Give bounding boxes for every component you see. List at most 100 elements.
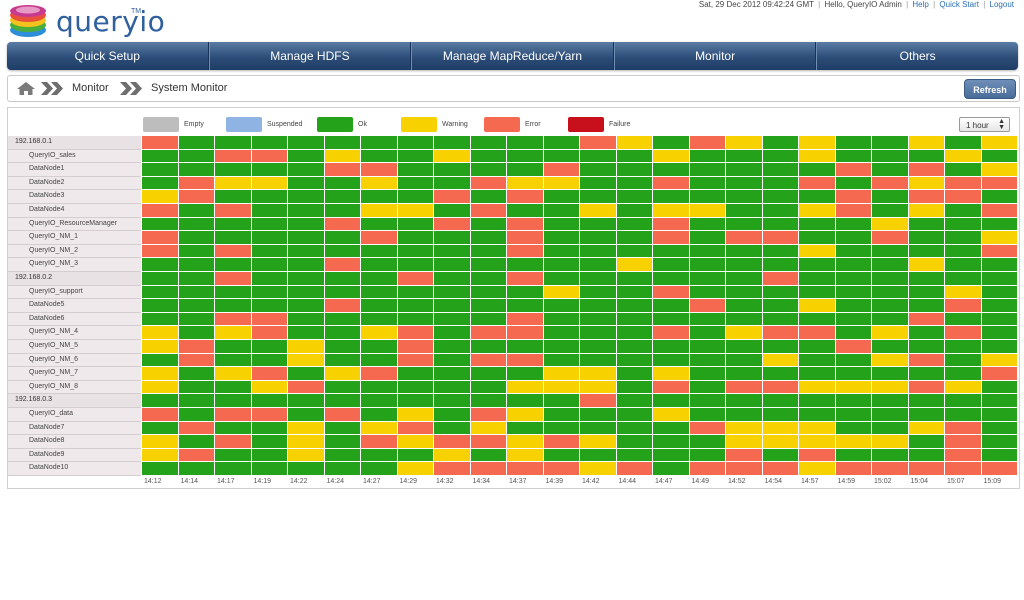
status-cell[interactable] xyxy=(689,448,725,462)
status-cell[interactable] xyxy=(288,244,324,258)
status-cell[interactable] xyxy=(361,299,397,312)
status-cell[interactable] xyxy=(215,435,251,448)
status-cell[interactable] xyxy=(726,340,762,353)
status-cell[interactable] xyxy=(434,258,470,271)
status-cell[interactable] xyxy=(908,394,944,407)
status-cell[interactable] xyxy=(580,204,616,217)
status-cell[interactable] xyxy=(215,299,251,312)
status-cell[interactable] xyxy=(580,149,616,163)
status-cell[interactable] xyxy=(689,258,725,271)
status-cell[interactable] xyxy=(288,217,324,231)
status-cell[interactable] xyxy=(215,176,251,190)
status-cell[interactable] xyxy=(324,190,360,203)
status-cell[interactable] xyxy=(507,340,543,353)
status-cell[interactable] xyxy=(543,435,579,448)
status-cell[interactable] xyxy=(762,163,798,176)
status-cell[interactable] xyxy=(872,272,908,285)
status-cell[interactable] xyxy=(178,394,214,407)
status-cell[interactable] xyxy=(178,353,214,367)
status-cell[interactable] xyxy=(872,340,908,353)
status-cell[interactable] xyxy=(507,163,543,176)
status-cell[interactable] xyxy=(324,408,360,421)
status-cell[interactable] xyxy=(543,204,579,217)
status-cell[interactable] xyxy=(689,421,725,435)
status-cell[interactable] xyxy=(945,408,981,421)
status-cell[interactable] xyxy=(580,394,616,407)
status-cell[interactable] xyxy=(434,462,470,475)
status-cell[interactable] xyxy=(470,394,506,407)
status-cell[interactable] xyxy=(434,326,470,339)
status-cell[interactable] xyxy=(251,353,287,367)
status-cell[interactable] xyxy=(945,367,981,380)
status-cell[interactable] xyxy=(251,448,287,462)
status-cell[interactable] xyxy=(178,462,214,475)
status-cell[interactable] xyxy=(434,163,470,176)
status-cell[interactable] xyxy=(361,136,397,149)
status-cell[interactable] xyxy=(981,217,1017,231)
status-cell[interactable] xyxy=(434,190,470,203)
status-cell[interactable] xyxy=(908,380,944,394)
status-cell[interactable] xyxy=(324,231,360,244)
status-cell[interactable] xyxy=(580,136,616,149)
home-icon[interactable] xyxy=(17,82,35,100)
status-cell[interactable] xyxy=(215,149,251,163)
status-cell[interactable] xyxy=(945,435,981,448)
status-cell[interactable] xyxy=(215,244,251,258)
status-cell[interactable] xyxy=(799,435,835,448)
status-cell[interactable] xyxy=(142,367,178,380)
status-cell[interactable] xyxy=(215,258,251,271)
status-cell[interactable] xyxy=(762,340,798,353)
status-cell[interactable] xyxy=(434,204,470,217)
status-cell[interactable] xyxy=(726,421,762,435)
status-cell[interactable] xyxy=(835,190,871,203)
status-cell[interactable] xyxy=(872,149,908,163)
status-cell[interactable] xyxy=(142,258,178,271)
status-cell[interactable] xyxy=(908,176,944,190)
status-cell[interactable] xyxy=(543,149,579,163)
status-cell[interactable] xyxy=(726,272,762,285)
status-cell[interactable] xyxy=(397,190,433,203)
status-cell[interactable] xyxy=(434,217,470,231)
status-cell[interactable] xyxy=(799,258,835,271)
status-cell[interactable] xyxy=(178,204,214,217)
status-cell[interactable] xyxy=(397,163,433,176)
status-cell[interactable] xyxy=(799,163,835,176)
status-cell[interactable] xyxy=(434,380,470,394)
status-cell[interactable] xyxy=(178,163,214,176)
status-cell[interactable] xyxy=(872,258,908,271)
status-cell[interactable] xyxy=(653,258,689,271)
status-cell[interactable] xyxy=(835,312,871,326)
status-cell[interactable] xyxy=(361,435,397,448)
status-cell[interactable] xyxy=(288,272,324,285)
status-cell[interactable] xyxy=(324,272,360,285)
status-cell[interactable] xyxy=(215,380,251,394)
status-cell[interactable] xyxy=(580,462,616,475)
status-cell[interactable] xyxy=(251,380,287,394)
status-cell[interactable] xyxy=(251,312,287,326)
status-cell[interactable] xyxy=(434,231,470,244)
status-cell[interactable] xyxy=(726,462,762,475)
status-cell[interactable] xyxy=(142,285,178,299)
status-cell[interactable] xyxy=(762,367,798,380)
status-cell[interactable] xyxy=(142,340,178,353)
status-cell[interactable] xyxy=(215,136,251,149)
status-cell[interactable] xyxy=(653,285,689,299)
status-cell[interactable] xyxy=(981,190,1017,203)
status-cell[interactable] xyxy=(142,380,178,394)
status-cell[interactable] xyxy=(726,204,762,217)
status-cell[interactable] xyxy=(835,204,871,217)
status-cell[interactable] xyxy=(653,435,689,448)
status-cell[interactable] xyxy=(142,448,178,462)
status-cell[interactable] xyxy=(616,408,652,421)
status-cell[interactable] xyxy=(324,340,360,353)
status-cell[interactable] xyxy=(762,149,798,163)
status-cell[interactable] xyxy=(653,380,689,394)
status-cell[interactable] xyxy=(507,353,543,367)
status-cell[interactable] xyxy=(653,190,689,203)
status-cell[interactable] xyxy=(799,231,835,244)
status-cell[interactable] xyxy=(324,394,360,407)
status-cell[interactable] xyxy=(215,204,251,217)
status-cell[interactable] xyxy=(580,272,616,285)
status-cell[interactable] xyxy=(945,217,981,231)
status-cell[interactable] xyxy=(434,136,470,149)
